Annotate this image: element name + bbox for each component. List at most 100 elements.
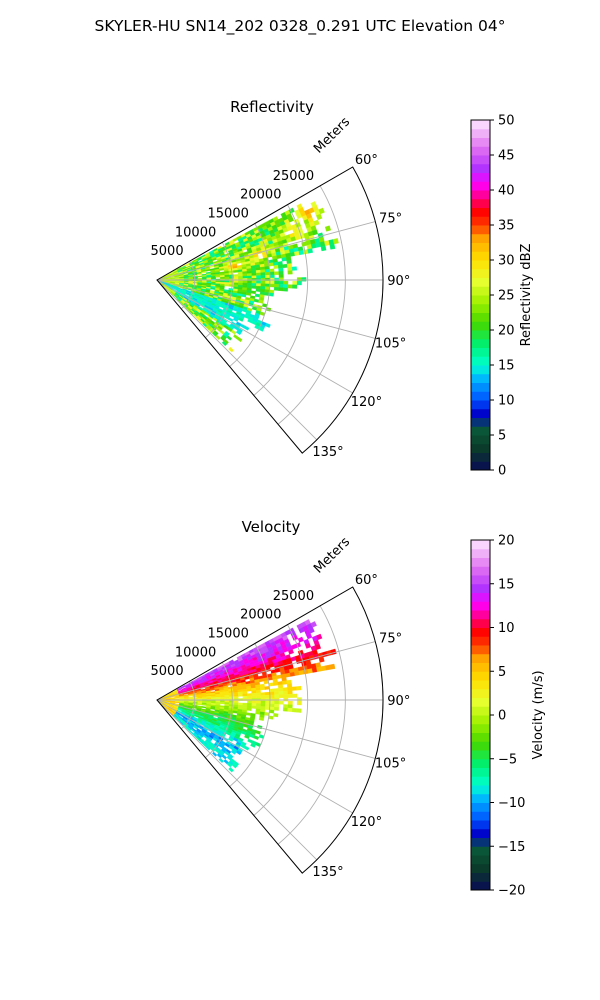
range-gate-cell [256, 272, 262, 276]
colorbar-segment [471, 312, 490, 322]
colorbar-tick-label: 30 [498, 254, 515, 269]
range-ring [180, 680, 196, 730]
azimuth-gridline [156, 699, 376, 759]
colorbar-segment [471, 286, 490, 296]
range-gate-cell [269, 700, 275, 705]
range-tick-label: 25000 [273, 589, 314, 604]
range-gate-cell [233, 276, 239, 279]
range-gate-cell [307, 248, 313, 254]
colorbar-tick-label: 40 [498, 184, 515, 199]
range-gate-cell [288, 649, 294, 655]
range-tick-label: 5000 [151, 244, 184, 259]
range-gate-cell [238, 276, 244, 279]
panel-title: Reflectivity [230, 98, 314, 116]
azimuth-tick-label: 75° [379, 631, 402, 646]
colorbar-segment [471, 575, 490, 585]
azimuth-tick-labels: 60° 75° 90° 105° 120° 135° [312, 153, 410, 460]
colorbar-segment [471, 557, 490, 567]
range-gate-cell [233, 700, 239, 703]
range-gate-cell [235, 330, 242, 336]
range-gate-cell [228, 274, 234, 278]
range-gate-cell [278, 691, 284, 695]
range-gate-cell [277, 684, 284, 689]
azimuth-gridline [156, 699, 318, 861]
range-gate-cell [274, 700, 280, 705]
range-gate-cell [228, 694, 234, 698]
range-gate-cell [255, 269, 261, 274]
range-gate-cell [238, 693, 243, 697]
colorbar-segment [471, 198, 490, 208]
range-gate-cell [274, 280, 280, 285]
range-gate-cell [255, 288, 261, 292]
range-gate-cell [273, 713, 279, 718]
colorbar-segment [471, 172, 490, 182]
range-gate-cell [269, 280, 275, 285]
range-gate-cell [314, 643, 322, 650]
range-gate-cell [292, 284, 298, 289]
range-gate-cell [220, 276, 225, 280]
range-gate-cell [296, 701, 302, 706]
range-gate-cell [229, 280, 234, 283]
range-gate-cell [260, 703, 266, 707]
range-gate-cell [301, 277, 307, 282]
colorbar-segment [471, 758, 490, 768]
range-gate-cell [230, 329, 237, 335]
colorbar-segment [471, 662, 490, 672]
range-gate-cell [251, 270, 257, 274]
colorbar-tick-label: 10 [498, 621, 515, 636]
colorbar-tick-label: 10 [498, 394, 515, 409]
range-gate-cell [285, 672, 291, 678]
range-gate-cell [282, 680, 288, 685]
colorbar-segment [471, 723, 490, 733]
range-gate-cell [260, 277, 266, 282]
colorbar-segment [471, 583, 490, 593]
range-gate-cell [269, 706, 275, 711]
range-gate-cell [277, 264, 284, 269]
range-gate-cell [294, 250, 300, 256]
range-gate-cell [297, 636, 304, 643]
range-gate-cell [278, 274, 284, 279]
reflectivity-panel: Reflectivity 5000 10000 15000 20000 25000 60… [151, 98, 534, 479]
azimuth-gridline [156, 279, 318, 441]
colorbar-tick-label: 5 [498, 429, 506, 444]
range-gate-cell [251, 700, 257, 704]
range-gate-cell [228, 284, 234, 287]
range-gate-cell [206, 697, 212, 700]
colorbar-segment [471, 400, 490, 410]
range-gate-cell [264, 706, 270, 711]
colorbar-tick-label: 20 [498, 534, 515, 549]
colorbar-tick-label: −20 [498, 884, 525, 899]
range-gate-cell [278, 287, 284, 292]
range-gate-cell [273, 681, 279, 686]
colorbar-segment [471, 391, 490, 401]
range-gate-cell [247, 693, 252, 697]
range-gate-cell [265, 280, 271, 285]
colorbar-tick-label: 45 [498, 149, 515, 164]
range-tick-label: 15000 [208, 207, 249, 222]
range-gate-cell [233, 696, 239, 699]
colorbar-segment [471, 216, 490, 226]
colorbar-segment [471, 767, 490, 777]
colorbar-tick-label: 25 [498, 289, 515, 304]
range-gate-cell [227, 737, 234, 742]
range-gate-cell [260, 280, 266, 284]
range-gate-cell [269, 283, 275, 288]
colorbar-tick-label: 20 [498, 324, 515, 339]
range-gate-cell [318, 656, 325, 663]
colorbar-segment [471, 181, 490, 191]
colorbar-segment [471, 785, 490, 795]
range-gate-cell [278, 280, 284, 285]
range-gate-cell [286, 683, 293, 688]
colorbar-segment [471, 408, 490, 418]
colorbar-segment [471, 426, 490, 436]
range-gate-cell [273, 688, 279, 692]
range-gate-cell [256, 703, 262, 707]
range-gate-cell [296, 697, 302, 702]
range-gate-cell [260, 272, 266, 276]
colorbar-segment [471, 303, 490, 313]
range-gate-cell [263, 680, 269, 685]
colorbar-segment [471, 837, 490, 847]
range-gate-cell [251, 285, 257, 289]
range-gate-cell [224, 696, 230, 699]
